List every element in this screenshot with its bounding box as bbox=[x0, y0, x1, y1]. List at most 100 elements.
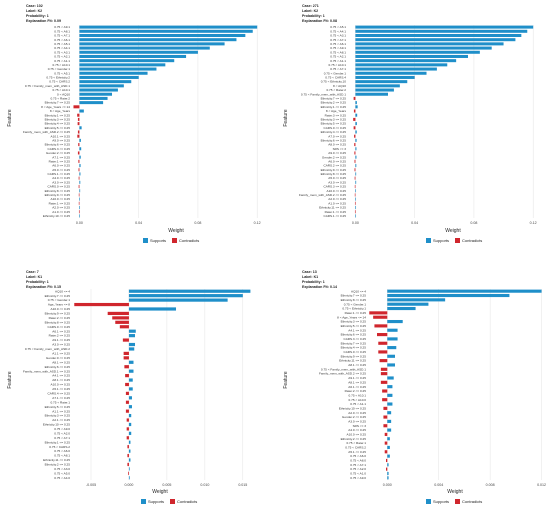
feature-label: A10.0 <= 0.25 bbox=[51, 307, 71, 311]
feature-label: 0.75 < Ethnicity.1 bbox=[342, 307, 366, 311]
bar-supports bbox=[128, 329, 136, 333]
feature-label: Rater.2 <= 0.25 bbox=[49, 334, 71, 338]
panel-header-line: Probability: 1 bbox=[302, 14, 325, 18]
bar-supports bbox=[355, 164, 357, 168]
bar-supports bbox=[387, 337, 398, 341]
bar-supports bbox=[128, 431, 132, 435]
bar-supports bbox=[79, 92, 112, 96]
bar-supports bbox=[387, 289, 542, 293]
bar-supports bbox=[79, 164, 81, 168]
bar-contradicts bbox=[78, 193, 80, 197]
bar-supports bbox=[128, 467, 130, 471]
x-tick-label: 0.08 bbox=[194, 221, 201, 225]
bar-contradicts bbox=[127, 462, 129, 467]
x-tick-label: 0.08 bbox=[470, 221, 477, 225]
bar-contradicts bbox=[353, 117, 356, 121]
bar-supports bbox=[355, 101, 357, 105]
bar-supports bbox=[79, 96, 108, 100]
bar-supports bbox=[79, 71, 148, 75]
x-tick-label: 0.010 bbox=[200, 483, 209, 487]
legend-label-supports: Supports bbox=[433, 499, 449, 504]
bar-contradicts bbox=[127, 453, 129, 458]
x-tick-label: 0.005 bbox=[162, 483, 171, 487]
panel-header-line: Explanation Fit: 0.08 bbox=[302, 19, 337, 23]
feature-label: 0.75 < A6.1 bbox=[54, 38, 70, 42]
feature-label: 0.75 < CARS.2 bbox=[49, 445, 70, 449]
feature-label: Ethnicity.8 <= 0.25 bbox=[45, 320, 71, 324]
feature-label: 0.75 < A1.0 bbox=[350, 472, 366, 476]
bar-contradicts bbox=[354, 168, 356, 172]
feature-label: Ethnicity.2 <= 0.25 bbox=[45, 463, 71, 467]
feature-label: Gender.2 <= 0.25 bbox=[322, 155, 346, 159]
bar-supports bbox=[128, 405, 132, 409]
feature-label: Ethnicity.7 <= 0.25 bbox=[341, 294, 367, 298]
bar-contradicts bbox=[73, 105, 80, 109]
feature-label: A1.1 <= 0.25 bbox=[52, 352, 70, 356]
bar-contradicts bbox=[77, 134, 80, 138]
feature-label: SRS <= 3 bbox=[353, 424, 367, 428]
panel-header-line: Case: 7 bbox=[26, 270, 39, 274]
feature-label: 0.75 < A8.1 bbox=[330, 50, 346, 54]
bar-supports bbox=[79, 67, 157, 71]
panel-header-line: Case: 102 bbox=[26, 4, 43, 8]
panel-case-7: Case: 7 Label: K1 Probability: 1 Explana… bbox=[7, 270, 251, 504]
feature-label: Rater.1 <= 0.25 bbox=[49, 159, 71, 163]
bar-supports bbox=[387, 302, 429, 306]
bar-supports bbox=[128, 347, 135, 351]
bar-supports bbox=[387, 463, 389, 467]
bar-supports bbox=[79, 206, 81, 210]
bar-contradicts bbox=[374, 324, 388, 328]
bar-supports bbox=[387, 393, 393, 397]
x-axis-title: Weight bbox=[168, 228, 184, 234]
bar-supports bbox=[79, 84, 124, 88]
feature-label: A2.1 <= 0.25 bbox=[52, 418, 70, 422]
panel-header-line: Probability: 1 bbox=[26, 14, 49, 18]
feature-label: 0.75 < A1.1 bbox=[54, 59, 70, 63]
feature-label: CARS.3 <= 0.25 bbox=[323, 185, 346, 189]
x-tick-label: 0.00 bbox=[352, 221, 359, 225]
feature-label: A1.0 <= 0.25 bbox=[52, 210, 70, 214]
bar-supports bbox=[128, 396, 132, 400]
feature-label: 0.75 < A10.1 bbox=[53, 88, 71, 92]
bar-supports bbox=[128, 307, 177, 311]
feature-label: CARS.0 <= 0.25 bbox=[47, 185, 70, 189]
bar-contradicts bbox=[122, 338, 129, 342]
legend: Supports Contradicts bbox=[143, 238, 199, 243]
bar-supports bbox=[355, 122, 357, 126]
bar-supports bbox=[387, 385, 393, 389]
feature-label: 0.75 < A5.1 bbox=[54, 71, 70, 75]
feature-label: Ethnicity.11 <= 0.25 bbox=[339, 359, 366, 363]
bar-supports bbox=[355, 42, 504, 46]
feature-label: A7.1 <= 0.25 bbox=[52, 396, 70, 400]
panel-header-line: Explanation Fit: 0.09 bbox=[26, 19, 61, 23]
bar-supports bbox=[79, 109, 84, 113]
feature-label: A4.1 <= 0.25 bbox=[348, 328, 366, 332]
legend-label-contradicts: Contradicts bbox=[179, 238, 199, 243]
bar-contradicts bbox=[369, 311, 388, 315]
bar-contradicts bbox=[77, 130, 80, 134]
bar-supports bbox=[387, 363, 395, 367]
bar-supports bbox=[355, 92, 388, 96]
bar-supports bbox=[128, 298, 228, 302]
plot-area: 0.00 0.04 0.08 0.120.75 < A9.10.75 < A8.10.… bbox=[23, 25, 261, 225]
feature-label: Ethnicity.7 <= 0.25 bbox=[45, 294, 71, 298]
feature-label: A3.0 <= 0.25 bbox=[52, 343, 70, 347]
feature-label: Ethnicity.1 <= 0.25 bbox=[321, 105, 347, 109]
feature-label: 0.75 < Ethnicity.2 bbox=[46, 76, 70, 80]
bar-supports bbox=[355, 38, 516, 42]
panel-header-line: Label: K2 bbox=[26, 9, 42, 13]
bar-supports bbox=[387, 445, 390, 450]
bar-supports bbox=[355, 147, 357, 151]
bar-contradicts bbox=[125, 374, 129, 378]
x-tick-label: 0.00 bbox=[76, 221, 83, 225]
bar-supports bbox=[387, 293, 510, 298]
bar-supports bbox=[79, 75, 139, 79]
bar-contradicts bbox=[125, 382, 129, 387]
bar-contradicts bbox=[379, 359, 388, 363]
feature-label: 0.75 < A5.1 bbox=[54, 42, 70, 46]
feature-label: CARS.1 <= 0.25 bbox=[323, 214, 346, 218]
bar-contradicts bbox=[77, 113, 80, 117]
feature-label: 8 < Age_Years bbox=[50, 109, 71, 113]
bar-supports bbox=[79, 180, 81, 184]
